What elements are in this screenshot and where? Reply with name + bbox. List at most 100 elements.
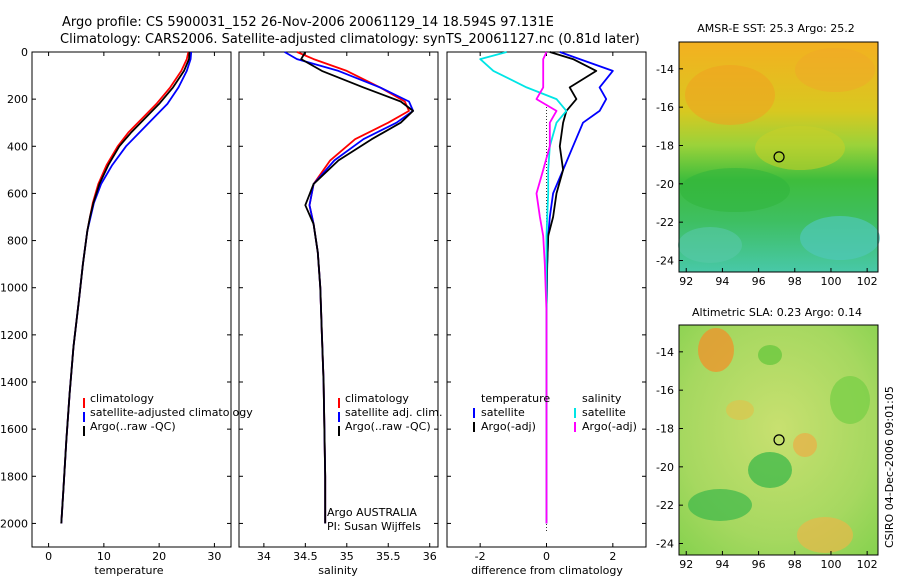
xtick-label: 0 (543, 550, 550, 563)
difference-legend: temperature satellite Argo(-adj) salinit… (473, 392, 637, 433)
ytick-label: 2000 (0, 517, 28, 530)
map-ytick-label: -24 (656, 255, 674, 268)
legend-salinity-header: salinity (582, 392, 622, 405)
map-xtick-label: 96 (752, 275, 766, 288)
legend-satellite-adjusted: satellite-adjusted climatology (90, 406, 253, 419)
ytick-label: 1400 (0, 376, 28, 389)
argo-location-marker (773, 151, 785, 163)
ytick-label: 0 (21, 46, 28, 59)
sla-map-title: Altimetric SLA: 0.23 Argo: 0.14 (692, 306, 862, 319)
legend-sal-argo: Argo(-adj) (582, 420, 637, 433)
series-salinity-satellite (479, 51, 568, 524)
xtick-label: 35.5 (376, 550, 401, 563)
sla-low-patch-2 (748, 452, 792, 488)
sla-mid-patch (726, 400, 754, 420)
xtick-label: 2 (609, 550, 616, 563)
salinity-xlabel: salinity (318, 564, 358, 577)
temperature-xlabel: temperature (94, 564, 163, 577)
series-temperature-argo-adj- (545, 51, 598, 524)
map-xtick-label: 96 (752, 558, 766, 571)
series-argo-raw-qc- (60, 51, 191, 524)
ytick-label: 1600 (0, 423, 28, 436)
sla-low-patch (758, 345, 782, 365)
xtick-label: 20 (152, 550, 166, 563)
title-line-1: Argo profile: CS 5900031_152 26-Nov-2006… (62, 15, 554, 30)
ytick-label: 400 (7, 140, 28, 153)
xtick-label: 34.5 (293, 550, 318, 563)
map-xtick-label: 92 (679, 275, 693, 288)
temperature-legend: climatology satellite-adjusted climatolo… (83, 392, 253, 436)
series-argo-raw-qc- (300, 51, 415, 524)
legend-climatology: climatology (345, 392, 409, 405)
xtick-label: 34 (257, 550, 271, 563)
sst-cool-patch (800, 216, 880, 260)
map-ytick-label: -16 (656, 101, 674, 114)
map-ytick-label: -20 (656, 178, 674, 191)
sla-map-panel: Altimetric SLA: 0.23 Argo: 0.14 92 94 96 98… (656, 306, 879, 571)
title-line-2: Climatology: CARS2006. Satellite-adjuste… (60, 32, 640, 47)
argo-location-marker (773, 434, 785, 446)
sst-transition-patch (755, 126, 845, 170)
salinity-legend: climatology satellite adj. clim. Argo(..… (338, 392, 442, 436)
difference-xlabel: difference from climatology (471, 564, 623, 577)
sla-high-patch-3 (797, 517, 853, 553)
xtick-label: -2 (475, 550, 486, 563)
map-xtick-label: 92 (679, 558, 693, 571)
legend-satellite-adj: satellite adj. clim. (345, 406, 442, 419)
ytick-label: 1000 (0, 282, 28, 295)
sla-map-frame (678, 324, 879, 556)
sla-low-patch-4 (830, 376, 870, 424)
sla-high-patch (698, 328, 734, 372)
map-ytick-label: -14 (656, 346, 674, 359)
map-xtick-label: 100 (820, 275, 841, 288)
map-xtick-label: 94 (715, 275, 729, 288)
credit-text: CSIRO 04-Dec-2006 09:01:05 (883, 386, 896, 548)
sst-map-frame (678, 41, 879, 273)
map-ytick-label: -18 (656, 140, 674, 153)
xtick-label: 35 (340, 550, 354, 563)
ytick-label: 200 (7, 93, 28, 106)
legend-climatology: climatology (90, 392, 154, 405)
map-ytick-label: -22 (656, 499, 674, 512)
xtick-label: 36 (423, 550, 437, 563)
series-satellite-adj-clim- (284, 51, 415, 524)
ytick-label: 1200 (0, 329, 28, 342)
map-xtick-label: 102 (857, 558, 878, 571)
legend-temperature-header: temperature (481, 392, 550, 405)
map-xtick-label: 100 (820, 558, 841, 571)
ytick-label: 1800 (0, 470, 28, 483)
legend-argo: Argo(..raw -QC) (345, 420, 431, 433)
map-ytick-label: -20 (656, 461, 674, 474)
legend-temp-argo: Argo(-adj) (481, 420, 536, 433)
map-ytick-label: -14 (656, 63, 674, 76)
sst-map-title: AMSR-E SST: 25.3 Argo: 25.2 (697, 22, 855, 35)
salinity-axes-frame (238, 51, 439, 548)
xtick-label: 30 (207, 550, 221, 563)
map-ytick-label: -16 (656, 384, 674, 397)
sla-high-patch-2 (793, 433, 817, 457)
sst-cool-patch-2 (678, 227, 742, 263)
temperature-panel: 0 200 400 600 800 1000 1200 1400 1600 1800 2000 0 10… (0, 46, 253, 577)
ytick-label: 800 (7, 235, 28, 248)
temperature-axes-frame (31, 51, 232, 548)
xtick-label: 0 (45, 550, 52, 563)
xtick-label: 10 (97, 550, 111, 563)
map-xtick-label: 98 (788, 558, 802, 571)
map-ytick-label: -22 (656, 216, 674, 229)
map-xtick-label: 94 (715, 558, 729, 571)
sst-map-panel: AMSR-E SST: 25.3 Argo: 25.2 92 94 96 98 100 1… (656, 22, 880, 288)
salinity-panel: 34 34.5 35 35.5 36 salinity climatology sate… (238, 51, 442, 577)
difference-panel: -2 0 2 difference from climatology tempera… (446, 51, 647, 577)
legend-sal-satellite: satellite (582, 406, 626, 419)
map-xtick-label: 98 (788, 275, 802, 288)
sla-low-patch-3 (688, 489, 752, 521)
legend-temp-satellite: satellite (481, 406, 525, 419)
sst-warm-patch-2 (795, 48, 875, 92)
sst-green-patch (680, 168, 790, 212)
map-ytick-label: -24 (656, 538, 674, 551)
legend-argo: Argo(..raw -QC) (90, 420, 176, 433)
ytick-label: 600 (7, 187, 28, 200)
series-climatology (296, 51, 410, 524)
sst-warm-patch (685, 65, 775, 125)
